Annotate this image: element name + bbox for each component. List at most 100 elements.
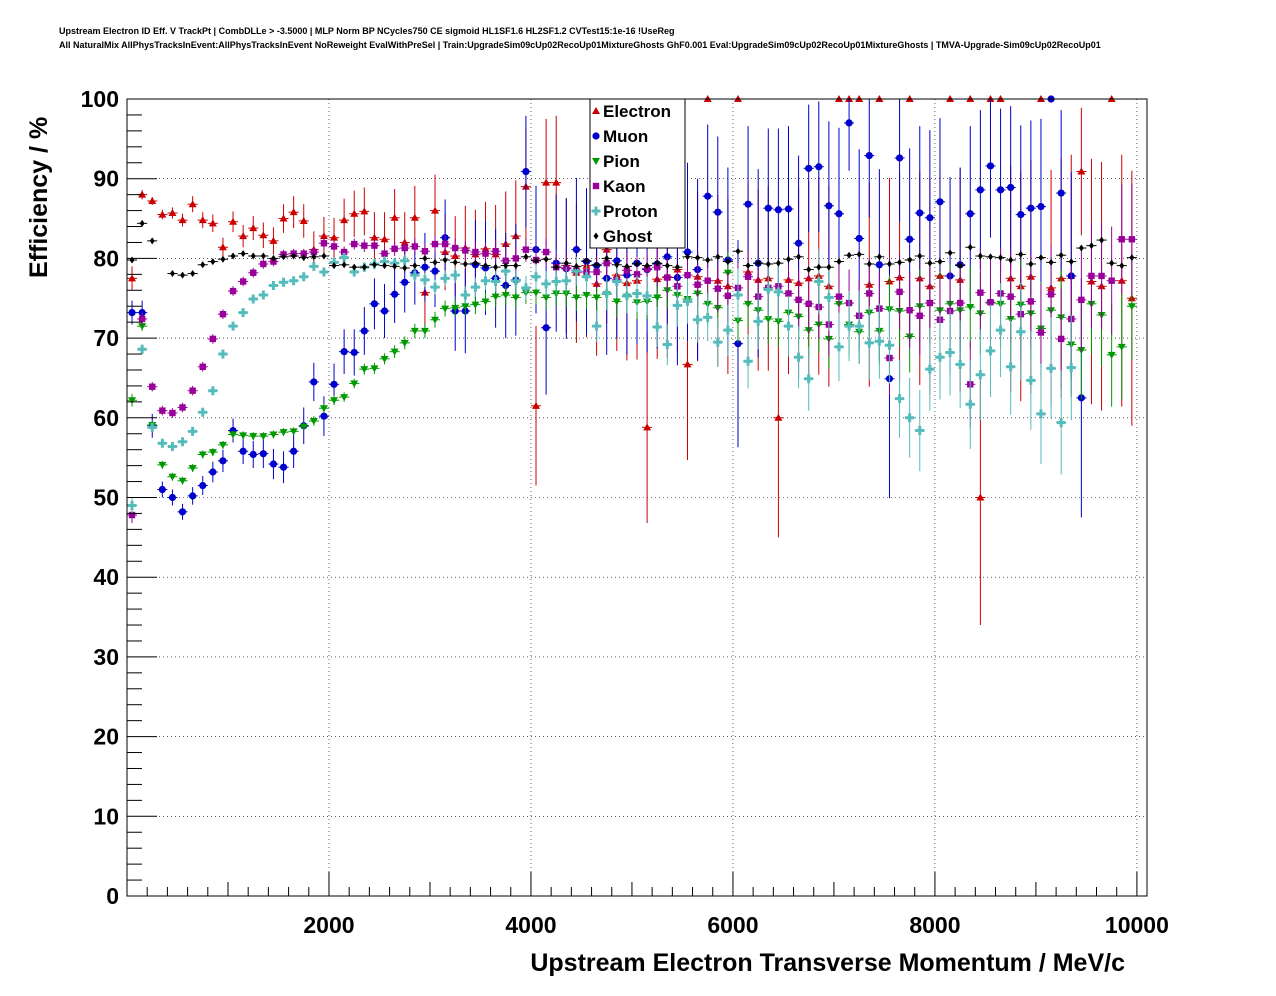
data-point <box>1046 363 1056 373</box>
legend: Electron Muon Pion Kaon Proton Ghost <box>589 98 686 249</box>
data-point <box>1118 236 1125 243</box>
data-point <box>188 465 197 473</box>
data-point <box>1078 296 1085 304</box>
data-point <box>470 282 480 292</box>
data-point <box>340 248 348 256</box>
data-point <box>1108 277 1115 284</box>
legend-label-ghost: Ghost <box>603 227 652 246</box>
data-point <box>178 508 187 516</box>
data-point <box>846 251 852 259</box>
data-point <box>169 270 175 278</box>
data-point <box>158 485 166 494</box>
data-point <box>208 449 217 457</box>
data-point <box>542 294 551 302</box>
data-point <box>137 344 147 354</box>
data-point <box>309 417 318 425</box>
data-point <box>967 243 973 251</box>
data-point <box>917 252 923 260</box>
data-point <box>915 426 925 436</box>
data-point <box>745 262 751 270</box>
data-point <box>906 235 914 243</box>
data-point <box>976 186 984 194</box>
data-point <box>269 460 278 468</box>
data-point <box>571 266 581 276</box>
data-point <box>208 386 218 396</box>
legend-label-electron: Electron <box>603 102 671 121</box>
data-point <box>1098 272 1105 280</box>
y-tick-label: 20 <box>93 724 119 750</box>
data-point <box>248 294 258 304</box>
data-point <box>431 267 439 275</box>
data-point <box>392 262 398 270</box>
data-point <box>482 250 489 257</box>
data-point <box>916 209 924 217</box>
data-point <box>350 380 359 388</box>
data-point <box>168 493 177 502</box>
data-point <box>753 316 763 326</box>
data-point <box>350 209 359 217</box>
data-point <box>521 283 531 293</box>
data-point <box>268 280 278 290</box>
data-point <box>937 258 943 266</box>
y-tick-label: 90 <box>93 166 119 192</box>
data-point <box>865 151 873 160</box>
data-point <box>835 210 843 218</box>
data-point <box>380 257 390 267</box>
data-point <box>1057 189 1065 197</box>
data-point <box>149 383 156 390</box>
data-point <box>209 335 217 343</box>
data-point <box>1036 409 1046 419</box>
data-point <box>854 321 864 331</box>
data-point <box>462 260 468 268</box>
data-point <box>491 277 501 287</box>
y-tick-label: 0 <box>106 883 119 909</box>
data-point <box>259 450 267 458</box>
data-point <box>491 293 500 301</box>
data-point <box>360 207 369 215</box>
data-point <box>259 231 268 239</box>
data-point <box>783 321 793 331</box>
data-point <box>200 261 206 269</box>
data-point <box>765 260 771 268</box>
data-point <box>703 312 713 322</box>
data-point <box>382 262 388 270</box>
data-point <box>623 267 631 274</box>
y-axis-title: Efficiency / % <box>25 117 53 278</box>
data-point <box>604 254 610 262</box>
data-point <box>674 263 680 271</box>
data-point <box>684 271 691 279</box>
data-point <box>330 397 339 405</box>
data-point <box>844 321 854 331</box>
data-point <box>845 119 853 127</box>
data-point <box>441 305 450 313</box>
x-tick-label: 10000 <box>1105 912 1169 938</box>
data-point <box>784 205 793 213</box>
data-point <box>1016 327 1026 337</box>
data-point <box>178 437 188 447</box>
data-point <box>815 163 823 171</box>
y-tick-label: 60 <box>93 405 119 431</box>
axes: 2000 4000 6000 8000 10000 0 10 20 30 40 50 60 70 80 90… <box>81 86 1169 938</box>
data-point <box>652 322 662 332</box>
data-point <box>1129 254 1135 262</box>
data-point <box>340 348 348 356</box>
data-point <box>884 340 894 350</box>
data-point <box>695 254 701 262</box>
grid-lines <box>127 98 1147 897</box>
data-point <box>240 250 246 258</box>
data-point <box>250 269 257 276</box>
data-point <box>400 339 409 347</box>
data-point <box>1066 363 1076 373</box>
data-point <box>289 428 298 436</box>
data-point <box>168 473 177 481</box>
data-point <box>401 244 408 252</box>
data-point <box>481 298 490 306</box>
data-point <box>483 262 489 270</box>
data-point <box>553 263 559 271</box>
data-point <box>1018 250 1024 258</box>
data-point <box>755 259 761 267</box>
data-point <box>128 397 137 405</box>
data-point <box>330 380 338 388</box>
data-point <box>543 255 549 263</box>
data-point <box>1007 183 1015 192</box>
